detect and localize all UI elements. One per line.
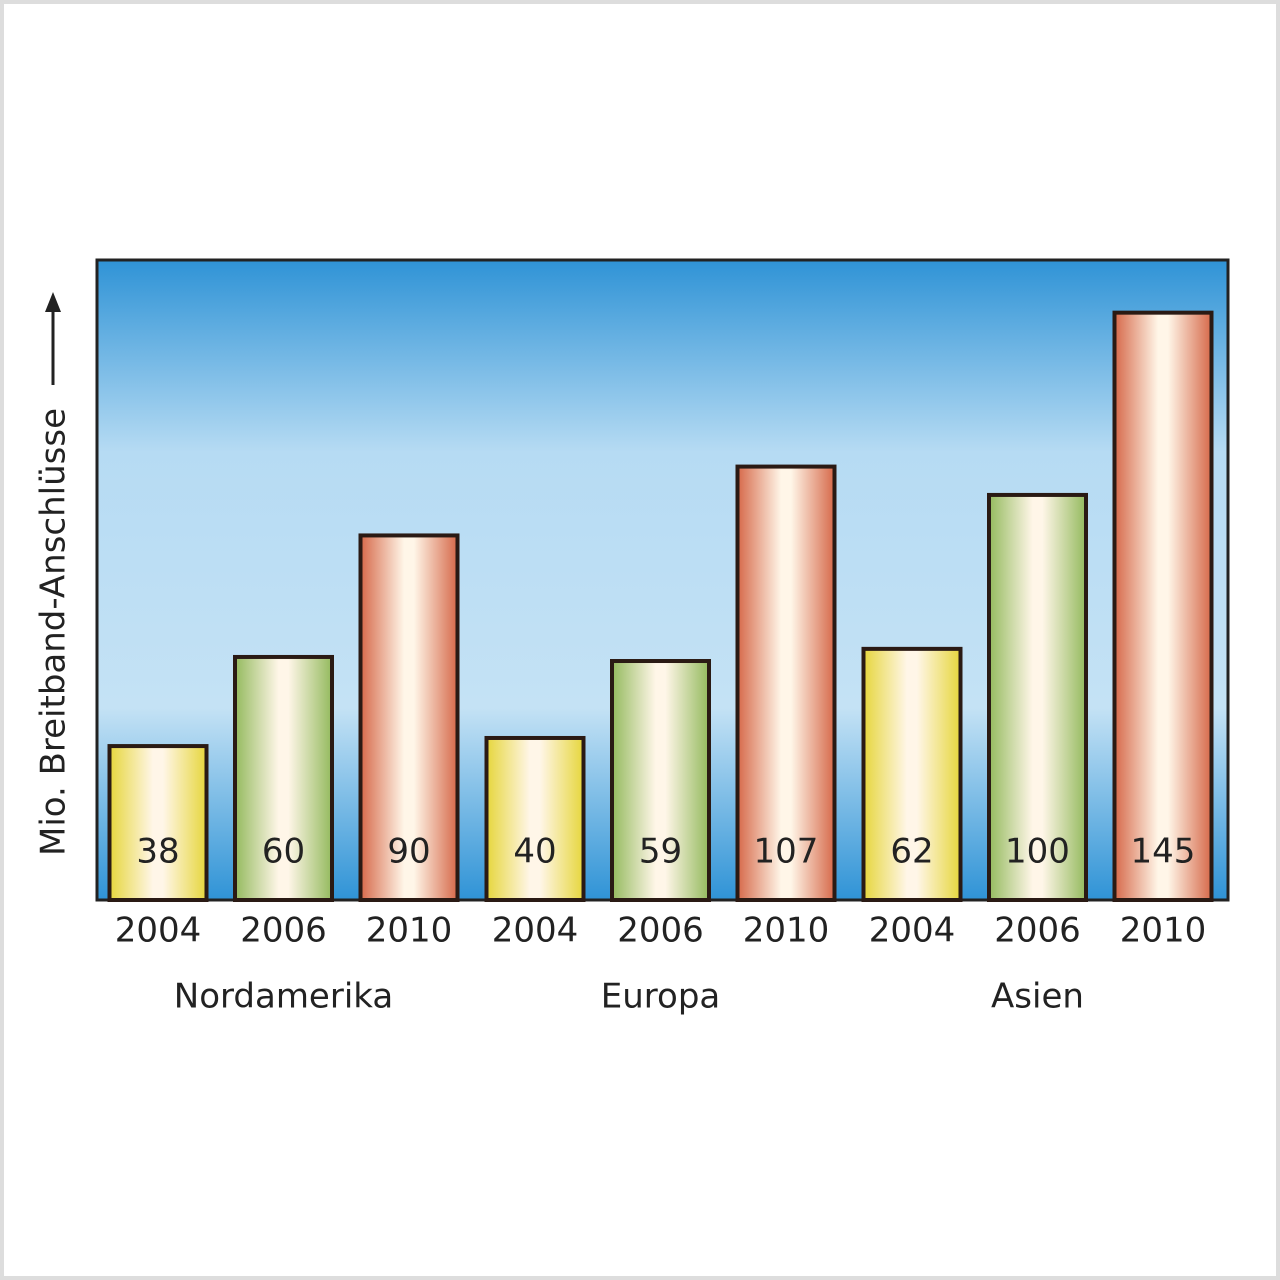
bar xyxy=(484,735,586,902)
bar xyxy=(1112,310,1214,903)
group-label: Nordamerika xyxy=(174,977,393,1017)
value-label: 40 xyxy=(513,832,556,872)
group-label: Europa xyxy=(601,977,720,1017)
value-label: 59 xyxy=(639,832,682,872)
value-label: 62 xyxy=(890,832,933,872)
bar xyxy=(610,659,711,902)
x-tick-label: 2006 xyxy=(240,911,327,951)
bar xyxy=(107,744,209,902)
x-tick-label: 2010 xyxy=(743,911,830,951)
group-label: Asien xyxy=(991,977,1084,1017)
bar xyxy=(233,654,334,903)
value-label: 107 xyxy=(754,832,819,872)
x-tick-label: 2006 xyxy=(617,911,704,951)
y-axis-label: Mio. Breitband-Anschlüsse xyxy=(34,408,74,856)
value-label: 100 xyxy=(1005,832,1070,872)
x-tick-label: 2004 xyxy=(492,911,579,951)
x-tick-label: 2010 xyxy=(366,911,453,951)
x-tick-label: 2004 xyxy=(115,911,202,951)
value-label: 145 xyxy=(1131,832,1196,872)
value-label: 38 xyxy=(136,832,179,872)
bar xyxy=(987,492,1088,902)
x-tick-label: 2004 xyxy=(869,911,956,951)
bar xyxy=(358,533,460,903)
value-label: 60 xyxy=(262,832,305,872)
bar xyxy=(735,464,837,902)
x-tick-label: 2006 xyxy=(994,911,1081,951)
x-tick-label: 2010 xyxy=(1120,911,1207,951)
y-arrow-head xyxy=(45,292,61,312)
bar xyxy=(861,646,963,903)
value-label: 90 xyxy=(387,832,430,872)
